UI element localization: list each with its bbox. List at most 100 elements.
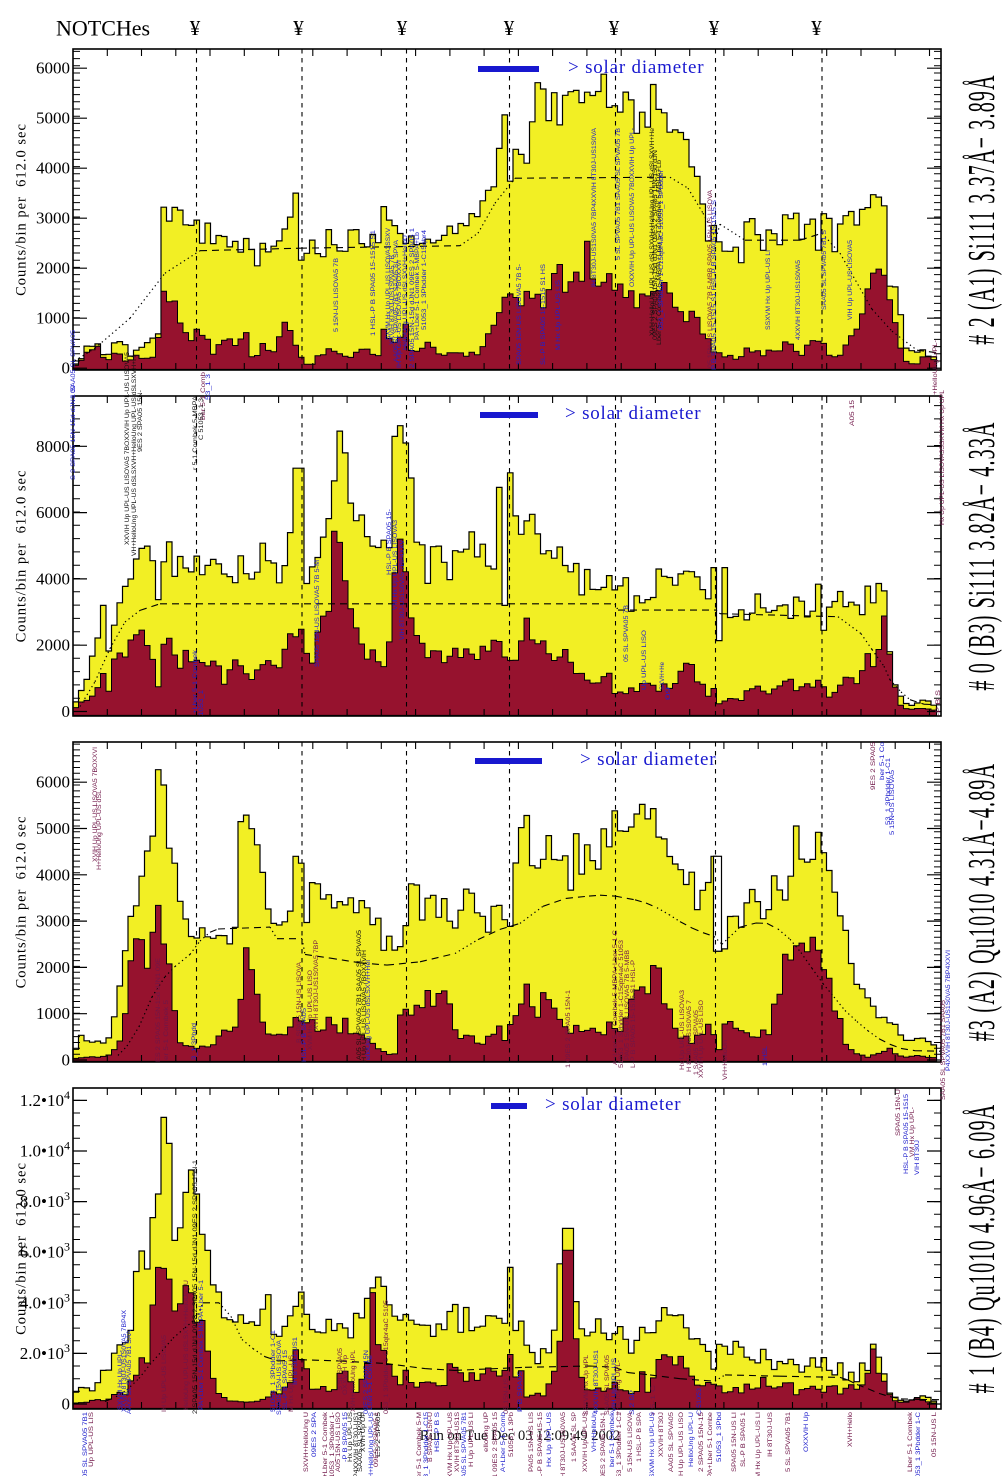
svg-text:Hx Up UPL-US: Hx Up UPL-US <box>347 1411 354 1462</box>
svg-text:¥: ¥ <box>504 16 515 40</box>
svg-text:S 2 SPA05 15N-15d dJN1 09: S 2 SPA05 15N-15d dJN1 09 <box>70 385 77 480</box>
svg-text:Counts/bin per 612.0 sec: Counts/bin per 612.0 sec <box>14 470 30 643</box>
svg-text:SXVM Hx Up UPL-: SXVM Hx Up UPL- <box>117 1350 124 1410</box>
svg-text:XXVIH Up UPL-US: XXVIH Up UPL-US <box>582 1411 589 1472</box>
svg-text:9ES 2 SPA05 15N-: 9ES 2 SPA05 15N- <box>137 390 144 452</box>
svg-text:A05 15N-US LISO: A05 15N-US LISO <box>335 1412 342 1472</box>
svg-text:1 SAA05 SL SPVA05: 1 SAA05 SL SPVA05 <box>693 1010 700 1075</box>
svg-text:1.2•104: 1.2•104 <box>20 1088 70 1110</box>
svg-text:SPA05 15N-US LISOVA5 7B 5-M: SPA05 15N-US LISOVA5 7B 5-M <box>314 560 321 667</box>
svg-text:51053_1 3Pbdder 1-C1: 51053_1 3Pbdder 1-C1 <box>270 1330 277 1412</box>
svg-text:53_1 3: 53_1 3 <box>205 374 212 400</box>
svg-text:P B SPA05: P B SPA05 <box>517 1371 524 1412</box>
svg-text:XVIH Up UPL-US LISOVA5 7BOXXVI: XVIH Up UPL-US LISOVA5 7BOXXVI <box>92 747 99 862</box>
svg-text:HSL-P B SPA05 15-1515: HSL-P B SPA05 15-1515 <box>903 1094 910 1174</box>
svg-text:+Lber 5-1 Combek: +Lber 5-1 Combek <box>322 1411 329 1476</box>
svg-text:0: 0 <box>62 359 71 378</box>
svg-text:VIH 8T30J-US1S0VA5 7BP4XXV: VIH 8T30J-US1S0VA5 7BP4XXV <box>399 539 406 640</box>
svg-text:SPA05 15N-US LISOVA: SPA05 15N-US LISOVA <box>276 1339 283 1415</box>
svg-text:P4XXVIH 8T30J-US1S0VA5 7BP4XXV: P4XXVIH 8T30J-US1S0VA5 7BP4XXVI <box>945 950 952 1071</box>
svg-text:Lber 5-1 Combe: Lber 5-1 Combe <box>367 1355 374 1410</box>
svg-text:H Up UPL-US LI: H Up UPL-US LI <box>468 1412 475 1467</box>
svg-text:-P B SPA05 15: -P B SPA05 15 <box>342 1412 349 1462</box>
svg-text:ber 5-1 Comb: ber 5-1 Comb <box>200 372 207 420</box>
svg-text:51053_1 3Pbd: 51053_1 3Pbd <box>716 1412 723 1462</box>
svg-text:A05 SL SPVA05 7B1 SAA05 SL SPV: A05 SL SPVA05 7B1 SAA05 SL SPVA05 <box>356 930 363 1060</box>
svg-text:XXVIH Up UPL-US LISOVA5 7BOXXV: XXVIH Up UPL-US LISOVA5 7BOXXVIH Up UPL-… <box>124 352 131 545</box>
svg-text:AA05 SL SPVA05 7B1 SAA: AA05 SL SPVA05 7B1 SAA <box>126 1329 133 1414</box>
svg-text:6000: 6000 <box>36 773 70 792</box>
svg-text:#3 (A2) Qu1010 4.31Å−4.89Å: #3 (A2) Qu1010 4.31Å−4.89Å <box>960 763 1003 1042</box>
svg-text:53_1 3Pbdder 1-C1: 53_1 3Pbdder 1-C1 <box>616 1412 623 1476</box>
svg-text:¥: ¥ <box>609 16 620 40</box>
svg-text:5 15N-US LISOVA: 5 15N-US LISOVA <box>627 1411 634 1472</box>
svg-text:SAA05 SL SPVA05: SAA05 SL SPVA05 <box>604 1355 611 1415</box>
svg-text:HSL-P B SPA05: HSL-P B SPA05 <box>301 1008 308 1062</box>
svg-text:C 51053_1 3: C 51053_1 3 <box>198 398 205 440</box>
svg-text:1.0•104: 1.0•104 <box>20 1139 70 1161</box>
svg-text:A+Lber 5-1 Comb: A+Lber 5-1 Comb <box>500 1412 507 1472</box>
svg-text:XXVIH Up UPL-US LISO: XXVIH Up UPL-US LISO <box>698 1000 705 1078</box>
svg-text:05 SL SPVA05 7B1: 05 SL SPVA05 7B1 <box>82 1412 89 1476</box>
svg-text:51053_1 3Pb: 51053_1 3Pb <box>508 1412 515 1457</box>
svg-text:# 1 (B4) Qu1010 4.96Å− 6.09Å: # 1 (B4) Qu1010 4.96Å− 6.09Å <box>960 1104 1003 1394</box>
svg-text:3_1 3Pbdder 1-C15: 3_1 3Pbdder 1-C15 <box>423 1412 430 1476</box>
svg-text:S 2 SP: S 2 SP <box>629 1390 636 1415</box>
svg-text:OXXVIH Up: OXXVIH Up <box>342 1355 349 1395</box>
svg-text:IH Up UPL-US LISOVA5: IH Up UPL-US LISOVA5 <box>161 1335 168 1412</box>
svg-text:SSXVM Hx Up UPL-US LI: SSXVM Hx Up UPL-US LI <box>765 250 772 330</box>
svg-text:0: 0 <box>62 1395 71 1414</box>
svg-text:OXXVIH Up: OXXVIH Up <box>803 1412 810 1452</box>
svg-text:4XXVIH 8T30J-US1: 4XXVIH 8T30J-US1 <box>593 1350 600 1414</box>
svg-text:M Hx Up UPL-US: M Hx Up UPL-US <box>288 1354 295 1412</box>
svg-text:VIH 8T30J: VIH 8T30J <box>914 1140 921 1175</box>
svg-text:1053_1: 1053_1 <box>198 690 205 716</box>
svg-text:XVM Hx Up UPL-US: XVM Hx Up UPL-US <box>447 1411 454 1476</box>
svg-text:VH+HelloUng UPL-US dSLSXVH+Hel: VH+HelloUng UPL-US dSLSXVH+HelloUng UPL-… <box>131 356 138 556</box>
svg-text:Up UPL-US LISO: Up UPL-US LISO <box>641 630 648 690</box>
svg-text:IH 8T30J-US: IH 8T30J-US <box>767 1411 774 1457</box>
svg-text:Hx Up UPL-US LISOVA3SSXVM Hx U: Hx Up UPL-US LISOVA3SSXVM Hx Up UPL <box>939 390 946 525</box>
svg-text:2000: 2000 <box>36 259 70 278</box>
svg-text:SL-P B SPA05 15: SL-P B SPA05 15 <box>282 1350 289 1410</box>
svg-text:0: 0 <box>62 1051 71 1070</box>
svg-text:H Up UPL-US LISOVA5 7BOXXVIH: H Up UPL-US LISOVA5 7BOXXVIH <box>361 950 368 1062</box>
svg-text:H+HelloUng UPL-US: H+HelloUng UPL-US <box>368 1411 375 1476</box>
svg-text:M Hx Up UPL-US LIS: M Hx Up UPL-US LIS <box>555 279 562 350</box>
svg-text:XVM Hx Up UPL-US LISO: XVM Hx Up UPL-US LISO <box>307 970 314 1050</box>
svg-text:L-P B SPA05 15-15: L-P B SPA05 15-15 <box>537 1412 544 1476</box>
svg-text:2000: 2000 <box>36 636 70 655</box>
svg-text:4000: 4000 <box>36 159 70 178</box>
svg-text:PA05 15N-US LISOVA5 7B 5-MBB: PA05 15N-US LISOVA5 7B 5-MBB <box>624 950 631 1060</box>
svg-text:053_1 3Pbdder 1-C15qbr4aC 5105: 053_1 3Pbdder 1-C15qbr4aC 51053_1 3Pbdde… <box>658 169 665 330</box>
svg-text:5000: 5000 <box>36 819 70 838</box>
svg-text:+HelloUng UPL-: +HelloUng UPL- <box>932 340 939 395</box>
svg-text:M Hx Up UPL-US LI: M Hx Up UPL-US LI <box>755 1412 762 1476</box>
svg-text:6000: 6000 <box>36 59 70 78</box>
svg-text:¥: ¥ <box>397 16 408 40</box>
svg-text:053_1 3Pbdder 1-C15qbr4aC 5105: 053_1 3Pbdder 1-C15qbr4aC 5105 <box>383 1300 390 1414</box>
svg-text:1 HSL: 1 HSL <box>762 1046 769 1066</box>
svg-text:HelloUng UPL-U: HelloUng UPL-U <box>688 1412 695 1467</box>
svg-text:ber 5-1 Co: ber 5-1 Co <box>879 742 886 780</box>
svg-text:PA+Lber 5-1 Combe: PA+Lber 5-1 Combe <box>707 1412 714 1476</box>
svg-text:B SPA05 15N-US LISOVA: B SPA05 15N-US LISOVA <box>296 961 303 1043</box>
svg-text:VM Hx Up UPL-US LISOVA3: VM Hx Up UPL-US LISOVA3 <box>392 520 399 610</box>
svg-text:IH 8T30J-US1S0VA5 7BP4XXVIH 8T: IH 8T30J-US1S0VA5 7BP4XXVIH 8T30J-US1S0V… <box>591 127 598 287</box>
svg-text:H 8T30J-US1S0VA5: H 8T30J-US1S0VA5 <box>560 1412 567 1476</box>
svg-text:XVIH 8T30J-US1S: XVIH 8T30J-US1S <box>454 1411 461 1472</box>
svg-text:SL-P B SPA05 1: SL-P B SPA05 1 <box>740 1412 747 1467</box>
svg-text:XXVIH 8T30J-US1S0VA5 7B: XXVIH 8T30J-US1S0VA5 7B <box>389 255 396 345</box>
svg-text:5 SL SPVA05 7B1 SAA05 SL SPVA0: 5 SL SPVA05 7B1 SAA05 SL SPVA05 7B <box>615 128 622 260</box>
svg-text:¥: ¥ <box>190 16 201 40</box>
svg-text:2 SPA05 15N-15d dJN1 09ES 2 SP: 2 SPA05 15N-15d dJN1 09ES 2 SPA05 15N-15… <box>192 1160 199 1414</box>
svg-text:09ES 2 SPA05 15N-15d dJN1 09ES: 09ES 2 SPA05 15N-15d dJN1 09ES 2 SPA05 1… <box>652 150 659 340</box>
svg-text:SAA05 SL SPVA05 7B1 SAA05: SAA05 SL SPVA05 7B1 SAA05 <box>940 1000 947 1100</box>
svg-text:4000: 4000 <box>36 865 70 884</box>
svg-text:L-P B SPA05 15-1515 S1 HSL-P: L-P B SPA05 15-1515 S1 HSL-P <box>630 960 637 1068</box>
svg-text:VH+HelloUn: VH+HelloUn <box>722 1040 729 1080</box>
svg-text:2000: 2000 <box>36 958 70 977</box>
svg-text:PA+Lber 5-1 Combek 5-MBPA+Lber: PA+Lber 5-1 Combek 5-MBPA+Lber 5-1 <box>198 1280 205 1410</box>
svg-text:1000: 1000 <box>36 1004 70 1023</box>
svg-text:HSL-P B SPA05 15-: HSL-P B SPA05 15- <box>386 509 393 575</box>
